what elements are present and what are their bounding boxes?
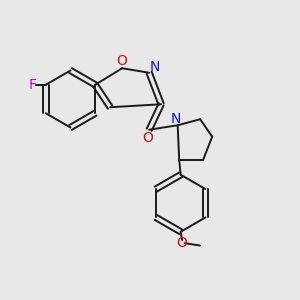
Text: O: O	[142, 131, 153, 145]
Text: N: N	[171, 112, 181, 126]
Text: O: O	[117, 54, 128, 68]
Text: F: F	[28, 78, 36, 92]
Text: O: O	[177, 236, 188, 250]
Text: N: N	[149, 60, 160, 74]
